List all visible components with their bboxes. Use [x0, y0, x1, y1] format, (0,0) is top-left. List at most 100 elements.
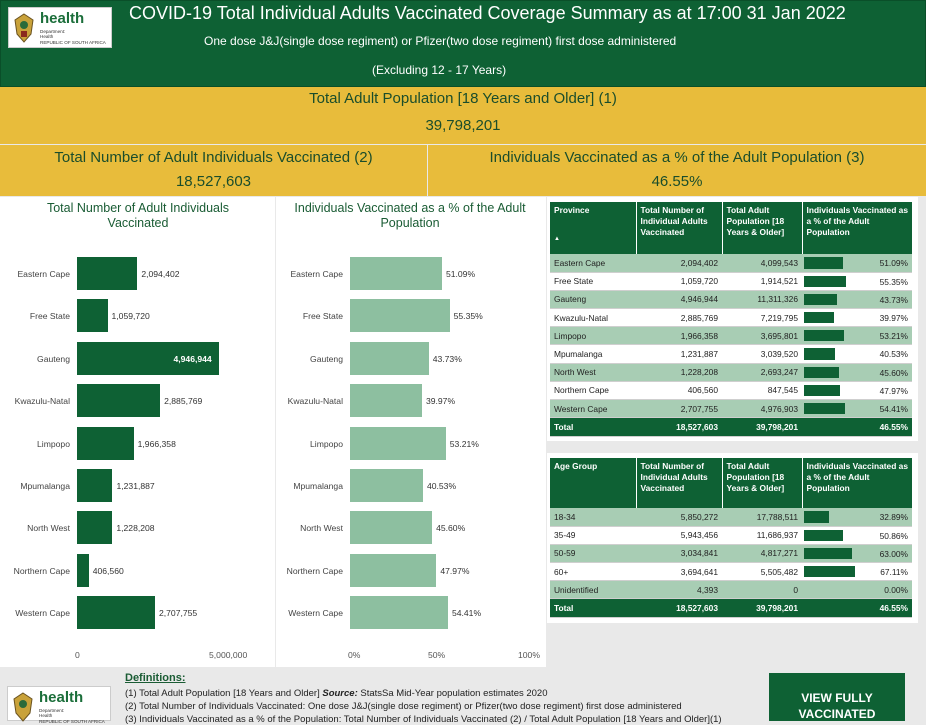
x-tick-label: 50% — [428, 650, 446, 660]
province-percent-value: 45.60% — [879, 367, 908, 378]
province-percent-value: 53.21% — [879, 331, 908, 342]
province-name-cell: Western Cape — [550, 399, 636, 419]
age-row: Unidentified 4,393 0 0.00% — [550, 580, 912, 600]
province-percent-cell: 39.97% — [802, 308, 912, 328]
bar — [350, 426, 446, 460]
x-tick-label: 0% — [348, 650, 361, 660]
x-tick-label: 0 — [75, 650, 80, 660]
province-name-cell: North West — [550, 363, 636, 382]
province-percent-value: 43.73% — [879, 294, 908, 305]
category-label: Limpopo — [37, 438, 70, 449]
age-group-header[interactable]: Age Group — [550, 458, 637, 508]
percent-header[interactable]: Individuals Vaccinated as a % of the Adu… — [802, 202, 912, 254]
province-percent-cell: 54.41% — [802, 399, 912, 419]
kpi-vaccinated-value: 18,527,603 — [175, 173, 252, 190]
category-label: North West — [300, 523, 343, 534]
age-population-cell: 0 — [722, 580, 802, 600]
category-label: Mpumalanga — [20, 481, 70, 491]
age-percent-cell: 67.11% — [802, 562, 912, 582]
definition-3: (3) Individuals Vaccinated as a % of the… — [125, 714, 722, 725]
age-total-cell: 46.55% — [802, 598, 912, 619]
province-population-cell: 3,039,520 — [722, 344, 802, 364]
province-percent-cell: 43.73% — [802, 290, 912, 310]
bar — [77, 553, 89, 587]
bar — [350, 384, 422, 418]
age-total-cell: Total — [550, 598, 636, 619]
category-label: Western Cape — [288, 608, 343, 619]
footer-health-logo: health Department: Health REPUBLIC OF SO… — [7, 686, 111, 724]
age-population-cell: 11,686,937 — [722, 526, 802, 545]
bar — [350, 596, 448, 630]
view-fully-vaccinated-button[interactable]: VIEW FULLY VACCINATED — [769, 673, 905, 721]
age-vaccinated-cell: 3,694,641 — [636, 562, 722, 582]
bar — [350, 341, 429, 375]
province-header-label: Province — [554, 205, 590, 215]
age-percent-cell: 0.00% — [802, 580, 912, 600]
province-percent-value: 54.41% — [879, 404, 908, 414]
age-percent-value: 0.00% — [884, 585, 908, 596]
province-percent-cell: 51.09% — [802, 254, 912, 273]
age-name-cell: Unidentified — [550, 580, 636, 600]
province-percent-cell: 55.35% — [802, 272, 912, 291]
bar — [350, 257, 442, 290]
category-label: Gauteng — [310, 353, 343, 364]
category-label: Gauteng — [37, 353, 70, 364]
x-tick-label: 5,000,000 — [209, 650, 248, 660]
age-vaccinated-cell: 5,943,456 — [636, 526, 722, 545]
province-row: North West 1,228,208 2,693,247 45.60% — [550, 363, 912, 382]
data-label: 2,707,755 — [158, 608, 198, 619]
province-row: Kwazulu-Natal 2,885,769 7,219,795 39.97% — [550, 308, 912, 328]
category-label: Northern Cape — [13, 565, 70, 576]
bar — [77, 596, 155, 630]
age-percent-header[interactable]: Individuals Vaccinated as a % of the Adu… — [802, 458, 912, 508]
vaccinated-header[interactable]: Total Number of Individual Adults Vaccin… — [636, 202, 723, 254]
province-percent-bar — [804, 366, 839, 378]
province-row: Eastern Cape 2,094,402 4,099,543 51.09% — [550, 254, 912, 273]
province-row: Western Cape 2,707,755 4,976,903 54.41% — [550, 399, 912, 419]
category-label: Eastern Cape — [17, 269, 70, 279]
province-name-cell: Kwazulu-Natal — [550, 308, 636, 328]
age-percent-bar — [804, 566, 855, 578]
age-vaccinated-cell: 3,034,841 — [636, 544, 722, 564]
province-population-cell: 4,099,543 — [722, 254, 802, 273]
province-vaccinated-cell: 2,707,755 — [636, 399, 722, 419]
province-row: Gauteng 4,946,944 11,311,326 43.73% — [550, 290, 912, 310]
sort-ascending-icon[interactable]: ▲ — [554, 236, 560, 242]
province-population-cell: 847,545 — [722, 381, 802, 401]
footer-coat-of-arms-icon — [13, 692, 33, 722]
province-header[interactable]: Province ▲ — [550, 202, 637, 254]
bar — [77, 257, 138, 290]
province-percent-bar — [804, 348, 835, 360]
age-population-cell: 5,505,482 — [722, 562, 802, 582]
province-total-cell: 46.55% — [802, 417, 912, 438]
age-vaccinated-header[interactable]: Total Number of Individual Adults Vaccin… — [636, 458, 723, 508]
bar — [77, 341, 220, 375]
population-header[interactable]: Total Adult Population [18 Years & Older… — [722, 202, 803, 254]
data-label: 4,946,944 — [173, 353, 212, 364]
age-percent-value: 50.86% — [879, 530, 908, 541]
province-row: Northern Cape 406,560 847,545 47.97% — [550, 381, 912, 401]
data-label: 45.60% — [436, 523, 466, 534]
province-name-cell: Gauteng — [550, 290, 636, 310]
bar — [77, 299, 108, 333]
province-percent-bar — [804, 293, 838, 306]
province-percent-value: 55.35% — [879, 276, 908, 287]
province-name-cell: Limpopo — [550, 326, 636, 346]
province-percent-bar — [804, 403, 846, 415]
kpi-percent-label: Individuals Vaccinated as a % of the Adu… — [489, 149, 865, 166]
age-population-header[interactable]: Total Adult Population [18 Years & Older… — [722, 458, 803, 508]
category-label: North West — [27, 523, 70, 534]
province-vaccinated-cell: 406,560 — [636, 381, 722, 401]
age-name-cell: 18-34 — [550, 508, 636, 527]
province-name-cell: Northern Cape — [550, 381, 636, 401]
category-label: Free State — [29, 311, 70, 322]
age-total-cell: 18,527,603 — [636, 598, 722, 619]
data-label: 55.35% — [453, 311, 483, 322]
age-name-cell: 35-49 — [550, 526, 636, 545]
category-label: Kwazulu-Natal — [287, 396, 343, 407]
province-name-cell: Eastern Cape — [550, 254, 636, 273]
definition-1: (1) Total Adult Population [18 Years and… — [125, 688, 548, 699]
bar — [350, 469, 423, 502]
kpi-population: Total Adult Population [18 Years and Old… — [0, 87, 926, 144]
x-tick-label: 100% — [518, 650, 540, 660]
